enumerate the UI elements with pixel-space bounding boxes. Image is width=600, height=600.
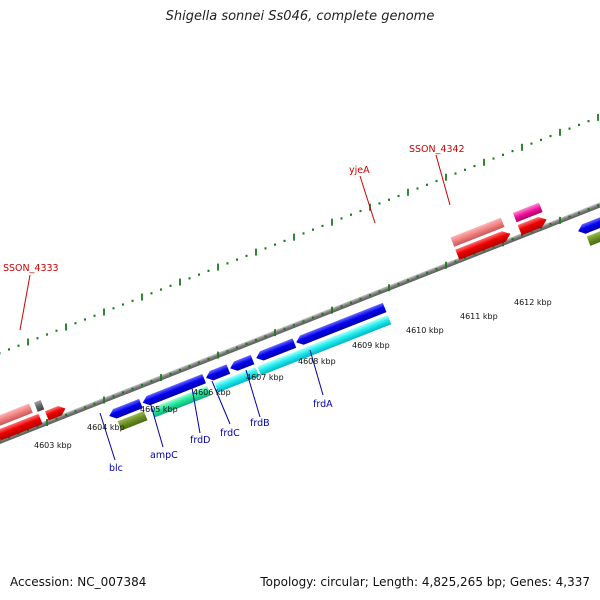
scale-labels: 4603 kbp 4604 kbp 4605 kbp 4606 kbp 4607 kbp… [34, 298, 552, 450]
gene-label-sson-4342[interactable]: SSON_4342 [409, 144, 465, 155]
scale-label: 4609 kbp [352, 341, 390, 350]
outer-tick-ring [0, 113, 599, 355]
gene-label-frdc[interactable]: frdC [220, 428, 240, 439]
gene-arrow-reverse[interactable] [107, 398, 143, 421]
scale-label: 4611 kbp [460, 312, 498, 321]
reverse-genes [107, 191, 600, 431]
scale-label: 4612 kbp [514, 298, 552, 307]
inner-tick-ring [0, 204, 599, 443]
gene-label-frdb[interactable]: frdB [250, 418, 270, 429]
gene-arrow-reverse[interactable] [141, 373, 206, 407]
gene-arrow-reverse[interactable] [257, 314, 392, 376]
gene-arrow-reverse[interactable] [214, 366, 260, 393]
gene-arrow-reverse[interactable] [117, 410, 148, 431]
gene-label-frda[interactable]: frdA [313, 399, 333, 410]
gene-arrow-reverse[interactable] [294, 302, 387, 347]
scale-label: 4606 kbp [193, 388, 231, 397]
gene-arrow-forward[interactable] [0, 403, 33, 428]
gene-arrow-reverse[interactable] [254, 338, 297, 362]
gene-arrow-reverse[interactable] [151, 386, 211, 418]
scale-label: 4605 kbp [140, 405, 178, 414]
gene-arrow-reverse[interactable] [228, 354, 255, 373]
gene-label-yjea[interactable]: yjeA [349, 165, 370, 176]
gene-arrow-forward[interactable] [34, 400, 45, 412]
genome-stats-text: Topology: circular; Length: 4,825,265 bp… [260, 575, 590, 589]
accession-text: Accession: NC_007384 [10, 575, 147, 589]
scale-label: 4610 kbp [406, 326, 444, 335]
gene-arrow-forward[interactable] [455, 229, 512, 260]
gene-label-ampc[interactable]: ampC [150, 450, 178, 461]
gene-label-frdd[interactable]: frdD [190, 435, 210, 446]
gene-label-sson-4333[interactable]: SSON_4333 [3, 263, 59, 274]
scale-label: 4608 kbp [298, 357, 336, 366]
gene-label-blc[interactable]: blc [109, 463, 123, 474]
genome-backbone [0, 185, 600, 455]
scale-label: 4607 kbp [246, 373, 284, 382]
map-title: Shigella sonnei Ss046, complete genome [165, 9, 435, 24]
gene-arrow-forward[interactable] [517, 214, 549, 236]
forward-genes [0, 202, 549, 441]
gene-arrow-forward[interactable] [512, 202, 543, 223]
scale-label: 4604 kbp [87, 423, 125, 432]
label-leaders [19, 154, 451, 461]
scale-label: 4603 kbp [34, 441, 72, 450]
gene-arrow-reverse[interactable] [204, 364, 231, 382]
gene-arrow-forward[interactable] [0, 413, 43, 441]
gene-arrow-forward[interactable] [450, 217, 505, 247]
gene-arrow-forward[interactable] [45, 404, 67, 421]
